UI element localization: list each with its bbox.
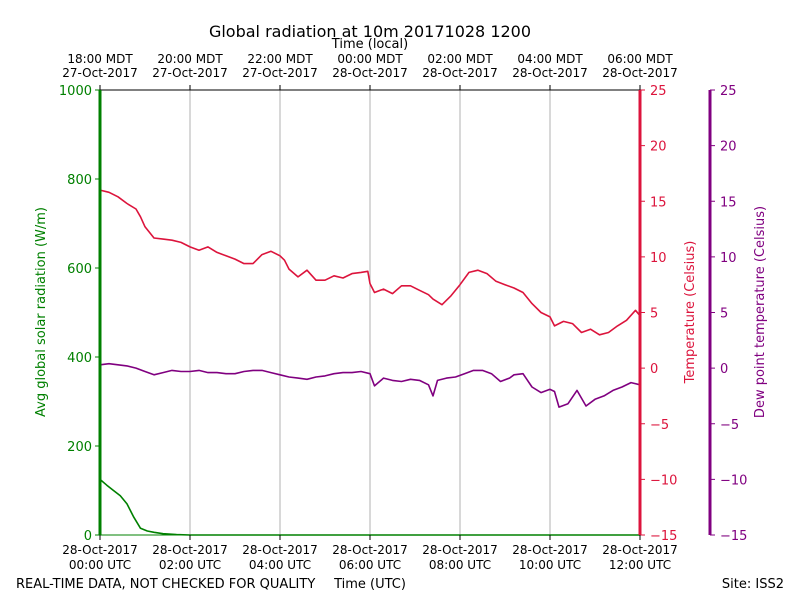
bottom-tick-label: 28-Oct-2017 — [62, 543, 138, 557]
temperature-tick-label: 20 — [650, 140, 667, 155]
bottom-tick-label: 00:00 UTC — [69, 558, 131, 572]
dewpoint-tick-label: 5 — [720, 307, 728, 322]
top-tick-label: 22:00 MDT — [247, 52, 313, 66]
dewpoint-tick-label: 0 — [720, 362, 728, 377]
bottom-tick-label: 28-Oct-2017 — [332, 543, 408, 557]
site-label: Site: ISS2 — [722, 577, 784, 592]
top-tick-label: 06:00 MDT — [607, 52, 673, 66]
bottom-tick-label: 28-Oct-2017 — [422, 543, 498, 557]
top-tick-label: 02:00 MDT — [427, 52, 493, 66]
bottom-tick-label: 28-Oct-2017 — [152, 543, 228, 557]
bottom-tick-label: 08:00 UTC — [429, 558, 491, 572]
temperature-tick-label: 10 — [650, 251, 667, 266]
gridlines — [189, 90, 551, 535]
top-tick-label: 20:00 MDT — [157, 52, 223, 66]
radiation-tick-label: 200 — [67, 440, 92, 455]
bottom-axis-label: Time (UTC) — [333, 577, 406, 592]
temperature-tick-label: 5 — [650, 307, 658, 322]
plot-frame — [98, 89, 712, 536]
quality-note: REAL-TIME DATA, NOT CHECKED FOR QUALITY — [16, 577, 315, 592]
bottom-tick-label: 12:00 UTC — [609, 558, 671, 572]
top-tick-label: 28-Oct-2017 — [422, 66, 498, 80]
dewpoint-tick-label: −10 — [720, 473, 747, 488]
dewpoint-tick-label: 20 — [720, 140, 737, 155]
bottom-tick-label: 10:00 UTC — [519, 558, 581, 572]
temperature-tick-label: 0 — [650, 362, 658, 377]
bottom-tick-label: 28-Oct-2017 — [242, 543, 318, 557]
temperature-tick-label: −10 — [650, 473, 677, 488]
top-axis-label: Time (local) — [331, 37, 408, 52]
series-dewpoint — [99, 362, 641, 408]
radiation-axis-label: Avg global solar radiation (W/m) — [34, 207, 49, 417]
top-tick-label: 27-Oct-2017 — [242, 66, 318, 80]
top-tick-label: 00:00 MDT — [337, 52, 403, 66]
temperature-tick-label: 25 — [650, 84, 667, 99]
radiation-tick-label: 800 — [67, 173, 92, 188]
dewpoint-tick-label: −5 — [720, 418, 739, 433]
radiation-tick-label: 600 — [67, 262, 92, 277]
top-tick-label: 27-Oct-2017 — [62, 66, 138, 80]
top-tick-label: 28-Oct-2017 — [602, 66, 678, 80]
dewpoint-tick-label: −15 — [720, 529, 747, 544]
top-tick-label: 18:00 MDT — [67, 52, 133, 66]
dewpoint-tick-label: 15 — [720, 195, 737, 210]
bottom-tick-label: 28-Oct-2017 — [512, 543, 588, 557]
top-tick-label: 28-Oct-2017 — [332, 66, 408, 80]
temperature-tick-label: 15 — [650, 195, 667, 210]
chart-title: Global radiation at 10m 20171028 1200 — [209, 22, 531, 41]
dewpoint-axis-label: Dew point temperature (Celsius) — [753, 206, 768, 418]
temperature-tick-label: −5 — [650, 418, 669, 433]
top-tick-label: 27-Oct-2017 — [152, 66, 228, 80]
radiation-tick-label: 400 — [67, 351, 92, 366]
radiation-tick-label: 1000 — [59, 84, 92, 99]
bottom-tick-label: 28-Oct-2017 — [602, 543, 678, 557]
temperature-axis-label: Temperature (Celsius) — [683, 241, 698, 385]
bottom-tick-label: 02:00 UTC — [159, 558, 221, 572]
bottom-tick-label: 06:00 UTC — [339, 558, 401, 572]
dewpoint-tick-label: 10 — [720, 251, 737, 266]
dewpoint-tick-label: 25 — [720, 84, 737, 99]
axis-ticks: 02004006008001000−15−10−50510152025−15−1… — [59, 52, 748, 572]
top-tick-label: 04:00 MDT — [517, 52, 583, 66]
bottom-tick-label: 04:00 UTC — [249, 558, 311, 572]
series-temperature — [99, 189, 641, 336]
temperature-tick-label: −15 — [650, 529, 677, 544]
radiation-tick-label: 0 — [84, 529, 92, 544]
top-tick-label: 28-Oct-2017 — [512, 66, 588, 80]
